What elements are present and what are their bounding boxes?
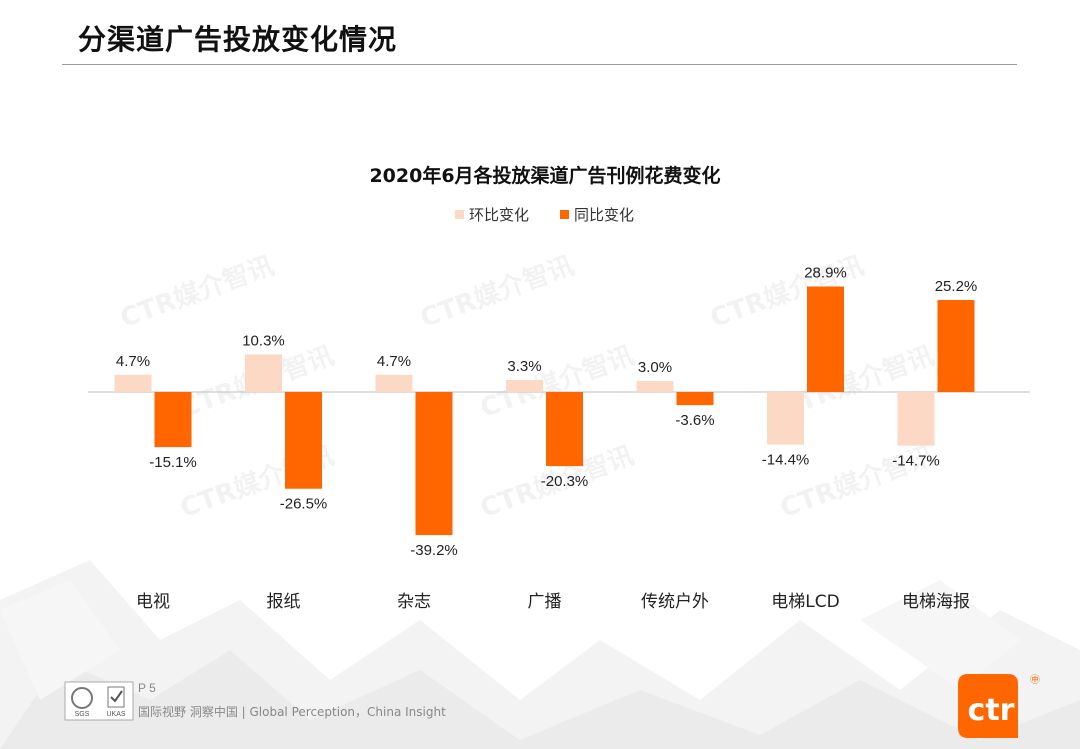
data-label-1-6: 25.2% [935, 278, 978, 295]
sgs-cert-icon [71, 687, 93, 709]
legend-swatch-0 [455, 210, 464, 219]
logo-text: ctr [968, 693, 1015, 728]
data-label-1-0: -15.1% [149, 454, 197, 471]
data-label-0-1: 10.3% [242, 332, 285, 349]
watermark-text: CTR媒介智讯 [117, 251, 278, 334]
category-label-1: 报纸 [267, 592, 301, 612]
sgs-cert-label: SGS [75, 711, 90, 718]
ctr-logo: ctr ㊥ [958, 674, 1040, 738]
page-title: 分渠道广告投放变化情况 [78, 23, 398, 56]
legend-label-0: 环比变化 [469, 206, 529, 224]
bar-0-3 [506, 379, 543, 392]
watermark-text: CTR媒介智讯 [417, 251, 578, 334]
chart-title: 2020年6月各投放渠道广告刊例花费变化 [369, 164, 720, 187]
legend-label-1: 同比变化 [574, 206, 634, 224]
logo-shape-icon [958, 674, 1018, 738]
data-label-0-6: -14.7% [892, 453, 940, 470]
category-label-4: 传统户外 [641, 592, 709, 612]
data-label-1-5: 28.9% [804, 265, 847, 282]
certification-logos: SGS UKAS [64, 681, 134, 725]
bars [114, 286, 975, 536]
data-label-1-3: -20.3% [541, 473, 589, 490]
legend-swatch-1 [560, 210, 569, 219]
data-label-0-5: -14.4% [762, 452, 810, 469]
ukas-cert-label: UKAS [106, 711, 125, 718]
category-label-5: 电梯LCD [771, 592, 839, 612]
data-label-0-3: 3.3% [507, 358, 541, 375]
data-label-0-4: 3.0% [638, 359, 672, 376]
data-label-0-2: 4.7% [377, 353, 411, 370]
data-label-0-0: 4.7% [116, 353, 150, 370]
ukas-cert-icon [107, 686, 125, 708]
bar-0-6 [897, 392, 935, 446]
title-divider [62, 64, 1017, 65]
bar-0-1 [245, 354, 282, 392]
data-label-1-1: -26.5% [280, 496, 328, 513]
category-label-2: 杂志 [397, 592, 431, 612]
bar-0-0 [114, 374, 152, 392]
bar-1-1 [285, 392, 322, 489]
bar-0-5 [767, 392, 804, 445]
page-number: P 5 [138, 681, 156, 695]
bar-1-6 [937, 300, 975, 392]
category-label-6: 电梯海报 [902, 592, 970, 612]
bar-1-3 [546, 392, 583, 467]
category-labels: 电视 报纸 杂志 广播 传统户外 电梯LCD 电梯海报 [136, 592, 970, 612]
data-label-1-4: -3.6% [675, 412, 714, 429]
bar-1-5 [807, 286, 844, 392]
value-labels: 4.7% -15.1% 10.3% -26.5% 4.7% -39.2% 3.3% -20.3… [116, 265, 977, 560]
data-label-1-2: -39.2% [410, 542, 458, 559]
category-label-3: 广播 [528, 592, 562, 612]
bar-1-0 [154, 392, 192, 448]
bar-1-2 [415, 392, 453, 536]
logo-mark: ㊥ [1030, 674, 1040, 686]
footer-tagline: 国际视野 洞察中国 | Global Perception，China Insi… [138, 705, 446, 719]
bar-0-2 [375, 374, 413, 392]
category-label-0: 电视 [136, 592, 170, 612]
bar-1-4 [676, 392, 714, 406]
bar-0-4 [636, 381, 674, 392]
legend: 环比变化 同比变化 [455, 206, 634, 224]
